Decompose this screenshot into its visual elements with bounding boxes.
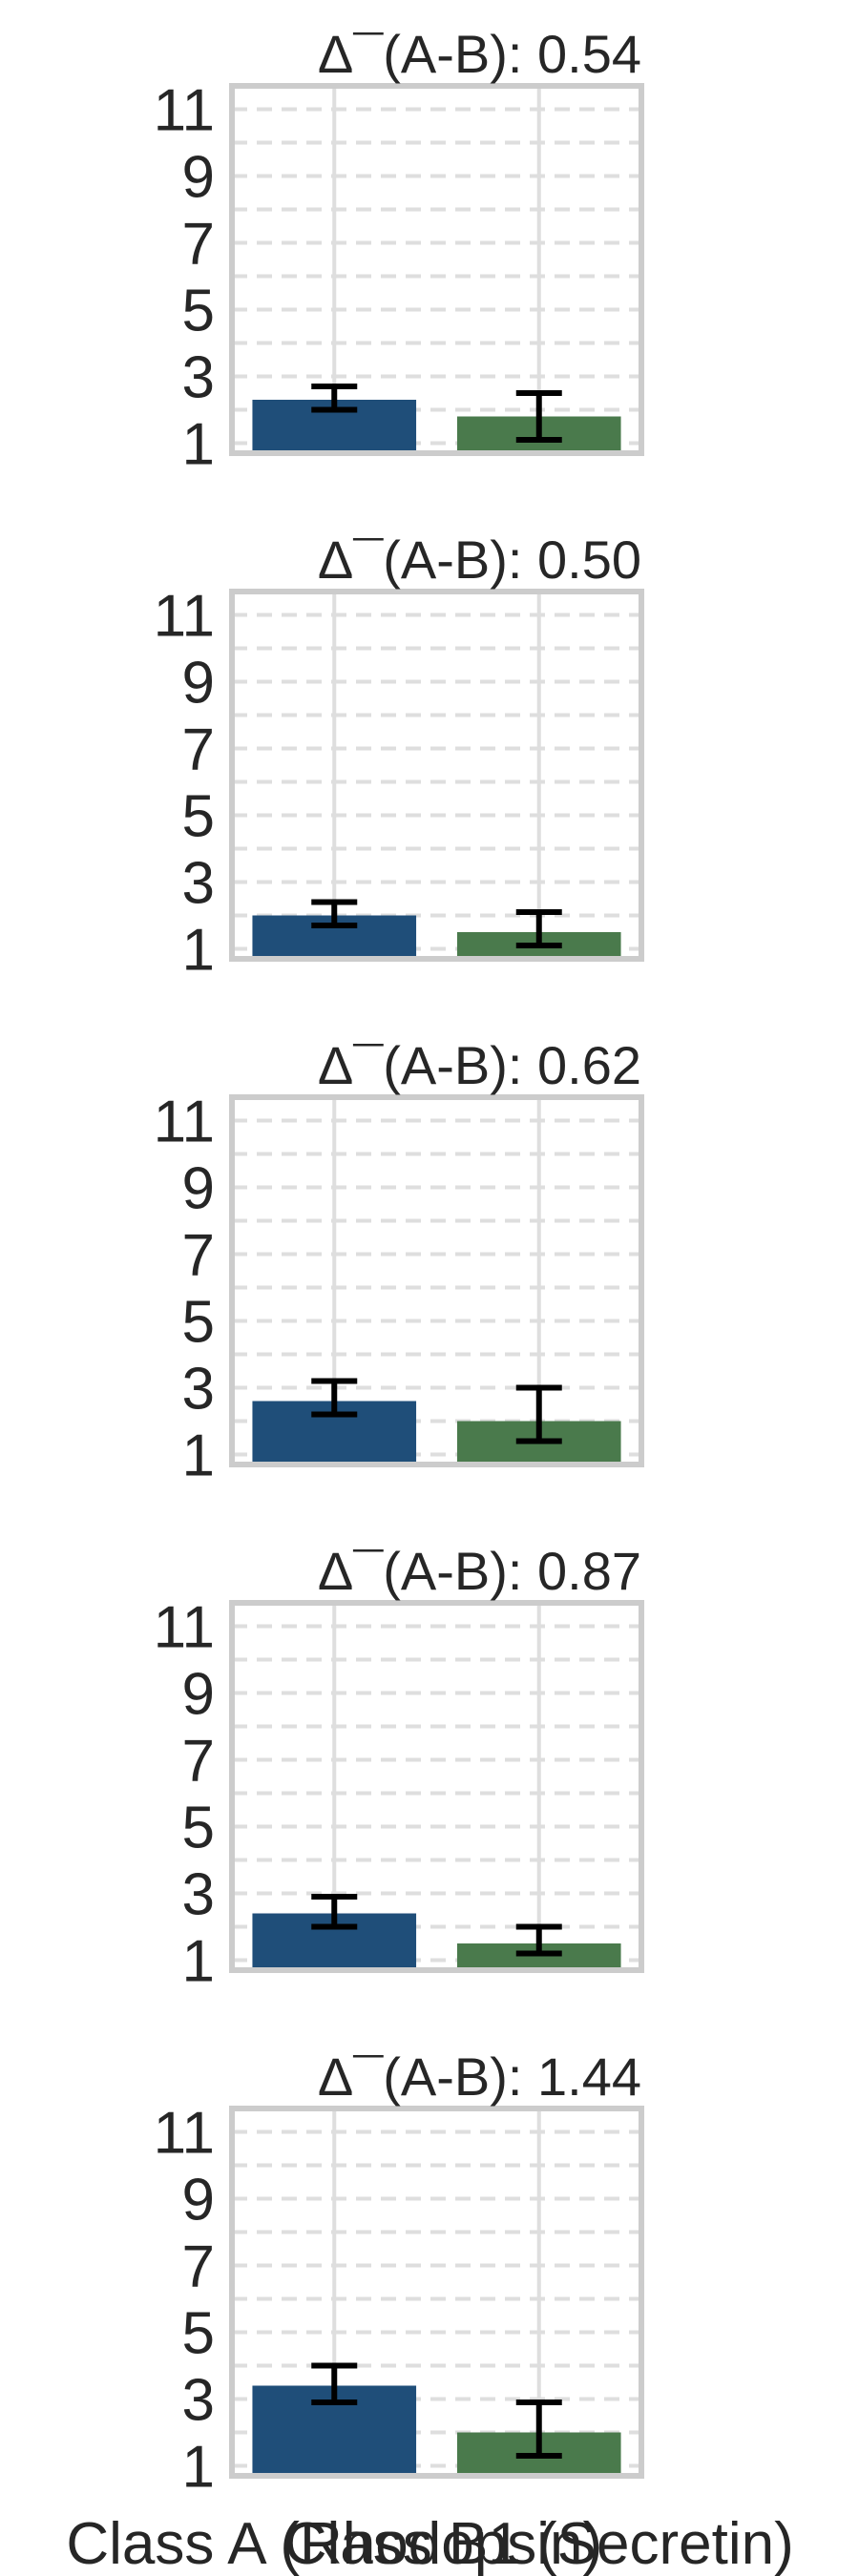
panel-title: Δ¯(A-B): 1.44 <box>318 2046 641 2107</box>
y-tick-label: 9 <box>182 145 215 211</box>
panel-title: Δ¯(A-B): 0.54 <box>318 24 641 84</box>
y-tick-label: 7 <box>182 717 215 783</box>
y-tick-label: 1 <box>182 1423 215 1489</box>
y-tick-label: 9 <box>182 1156 215 1222</box>
y-tick-label: 3 <box>182 851 215 917</box>
y-tick-label: 9 <box>182 1662 215 1728</box>
y-tick-label: 11 <box>154 584 215 650</box>
y-tick-label: 5 <box>182 2301 215 2367</box>
y-tick-label: 5 <box>182 1796 215 1861</box>
y-tick-label: 1 <box>182 412 215 478</box>
y-tick-label: 7 <box>182 212 215 278</box>
y-tick-label: 7 <box>182 1729 215 1795</box>
y-tick-label: 7 <box>182 1223 215 1289</box>
axes-frame <box>229 1094 644 1467</box>
y-tick-label: 3 <box>182 345 215 411</box>
y-tick-label: 1 <box>182 1929 215 1995</box>
y-tick-label: 5 <box>182 279 215 344</box>
y-tick-label: 5 <box>182 784 215 850</box>
y-tick-label: 1 <box>182 2435 215 2501</box>
axes-frame <box>229 2106 644 2479</box>
axes-frame <box>229 83 644 456</box>
y-tick-label: 5 <box>182 1290 215 1356</box>
panel-title: Δ¯(A-B): 0.62 <box>318 1035 641 1095</box>
panel-title: Δ¯(A-B): 0.50 <box>318 530 641 590</box>
y-tick-label: 1 <box>182 918 215 984</box>
y-tick-label: 11 <box>154 1595 215 1661</box>
x-tick-label: Class A (Rhodopsin) <box>66 2511 602 2576</box>
y-tick-label: 9 <box>182 651 215 717</box>
y-tick-label: 11 <box>154 1090 215 1155</box>
y-tick-label: 11 <box>154 78 215 144</box>
y-tick-label: 7 <box>182 2234 215 2300</box>
y-tick-label: 11 <box>154 2101 215 2167</box>
axes-frame <box>229 589 644 962</box>
y-tick-label: 3 <box>182 1357 215 1423</box>
y-tick-label: 9 <box>182 2168 215 2233</box>
x-tick-label: Class B1 (Secretin) <box>284 2511 794 2576</box>
y-tick-label: 3 <box>182 1862 215 1928</box>
panel-title: Δ¯(A-B): 0.87 <box>318 1541 641 1601</box>
axes-frame <box>229 1600 644 1973</box>
y-tick-label: 3 <box>182 2368 215 2434</box>
